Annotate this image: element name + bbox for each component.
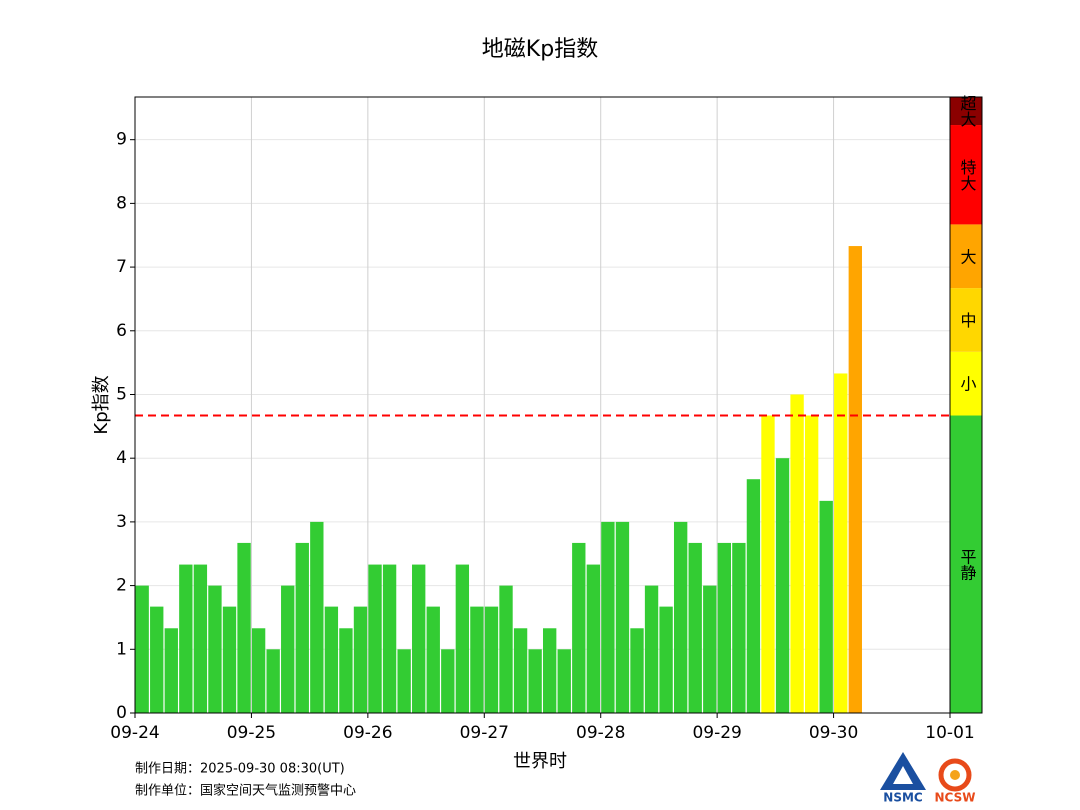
bar [237,542,251,713]
bar [644,585,659,713]
chart-title: 地磁Kp指数 [482,37,598,62]
x-tick-label: 09-25 [227,723,276,743]
bar [499,585,513,713]
x-tick-label: 09-27 [460,723,509,743]
bar [382,564,397,713]
x-tick-label: 09-30 [809,723,858,743]
bar [688,542,702,713]
bar [775,458,790,713]
x-tick-label: 09-28 [576,723,625,743]
bar [717,542,731,713]
bar [790,394,804,713]
logo-nsmc: NSMC [880,752,926,805]
level-label: 特大 [958,159,977,191]
bar [455,564,470,713]
bar [353,606,368,713]
bar [528,649,542,713]
bar [412,564,426,713]
bar [208,585,222,713]
bar [615,521,630,713]
y-tick-label: 3 [116,512,127,532]
x-tick-label: 10-01 [925,723,974,743]
bar [135,585,149,713]
level-band [950,125,982,225]
bar [703,585,717,713]
bar [804,415,819,713]
y-tick-label: 8 [116,193,127,213]
bar [441,649,455,713]
bar [557,649,571,713]
bar [673,521,688,713]
bar [513,628,528,713]
bar [295,542,309,713]
level-band [950,351,982,416]
bar [586,564,601,713]
bar [251,628,266,713]
bar [484,606,499,713]
y-tick-label: 5 [116,384,127,404]
y-tick-label: 6 [116,321,127,341]
y-tick-label: 7 [116,257,127,277]
bar [339,628,353,713]
plot-frame [134,96,983,714]
x-tick-label: 09-26 [343,723,392,743]
logo-ncsw: NCSW [935,758,976,805]
y-tick-label: 9 [116,130,127,150]
bar [281,585,295,713]
level-band [950,288,982,352]
y-tick-label: 1 [116,639,127,659]
footer-unit: 制作单位：国家空间天气监测预警中心 [135,783,356,799]
logo-text: NCSW [935,791,976,805]
y-tick-label: 4 [116,448,127,468]
bar [819,500,833,713]
bar [601,521,615,713]
bar [397,649,411,713]
bar [266,649,280,713]
bar [426,606,440,713]
x-tick-label: 09-24 [110,723,159,743]
level-label: 平静 [958,548,977,580]
bar [324,606,339,713]
y-axis-label: Kp指数 [91,375,112,434]
bar [222,606,237,713]
bar [543,628,557,713]
logo-text: NSMC [883,791,923,805]
bar [470,606,484,713]
level-band [950,224,982,289]
bar [746,479,761,713]
level-band [950,97,982,126]
bar [834,373,848,713]
level-band [950,415,982,713]
bar [659,606,673,713]
bar [179,564,193,713]
bar [848,246,862,713]
bar [761,415,775,713]
x-axis-label: 世界时 [513,751,567,772]
y-tick-label: 0 [116,703,127,723]
y-tick-label: 2 [116,576,127,596]
level-label: 大 [958,248,977,264]
level-label: 小 [958,376,977,393]
bar [150,606,164,713]
x-tick-label: 09-29 [692,723,741,743]
level-label: 中 [958,312,977,328]
bar [193,564,208,713]
bar [368,564,382,713]
bar [310,521,324,713]
footer-date: 制作日期：2025-09-30 08:30(UT) [135,762,345,777]
bar [164,628,178,713]
bar [572,542,586,713]
bar [732,542,746,713]
bar [630,628,644,713]
level-label: 超大 [958,95,977,127]
